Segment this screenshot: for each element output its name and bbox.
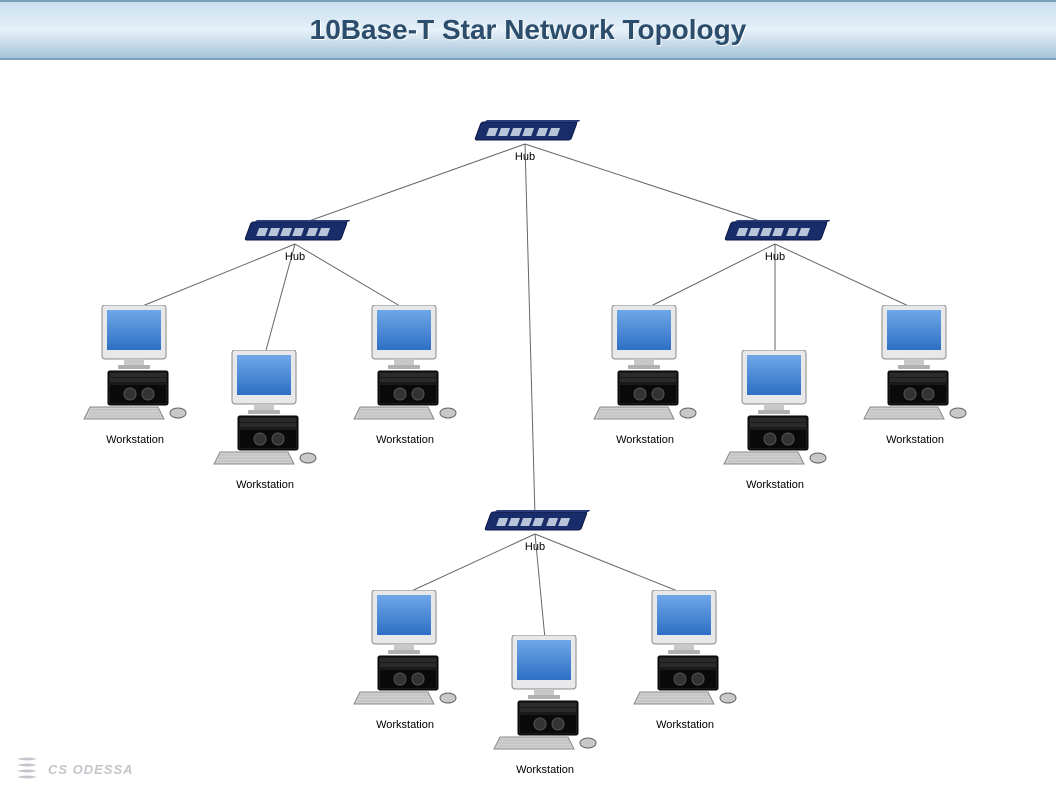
workstation-node: Workstation <box>490 635 600 776</box>
hub-node: Hub <box>480 510 590 553</box>
workstation-node: Workstation <box>720 350 830 491</box>
workstation-label: Workstation <box>590 434 700 446</box>
workstation-node: Workstation <box>590 305 700 446</box>
hub-node: Hub <box>470 120 580 163</box>
workstation-label: Workstation <box>350 719 460 731</box>
hub-label: Hub <box>720 251 830 263</box>
workstation-label: Workstation <box>720 479 830 491</box>
header-bar: 10Base-T Star Network Topology <box>0 0 1056 60</box>
workstation-label: Workstation <box>630 719 740 731</box>
hub-label: Hub <box>470 151 580 163</box>
workstation-label: Workstation <box>350 434 460 446</box>
workstation-node: Workstation <box>350 590 460 731</box>
hub-node: Hub <box>720 220 830 263</box>
workstation-node: Workstation <box>350 305 460 446</box>
hub-label: Hub <box>480 541 590 553</box>
logo-text: CS ODESSA <box>48 762 134 777</box>
workstation-label: Workstation <box>80 434 190 446</box>
workstation-node: Workstation <box>210 350 320 491</box>
workstation-node: Workstation <box>860 305 970 446</box>
logo-icon <box>12 754 42 784</box>
hub-node: Hub <box>240 220 350 263</box>
page-title: 10Base-T Star Network Topology <box>310 14 747 46</box>
workstation-label: Workstation <box>860 434 970 446</box>
workstation-node: Workstation <box>630 590 740 731</box>
brand-logo: CS ODESSA <box>12 754 134 784</box>
diagram-canvas: Hub Hub Hub <box>0 60 1056 794</box>
hub-label: Hub <box>240 251 350 263</box>
workstation-label: Workstation <box>210 479 320 491</box>
workstation-node: Workstation <box>80 305 190 446</box>
workstation-label: Workstation <box>490 764 600 776</box>
